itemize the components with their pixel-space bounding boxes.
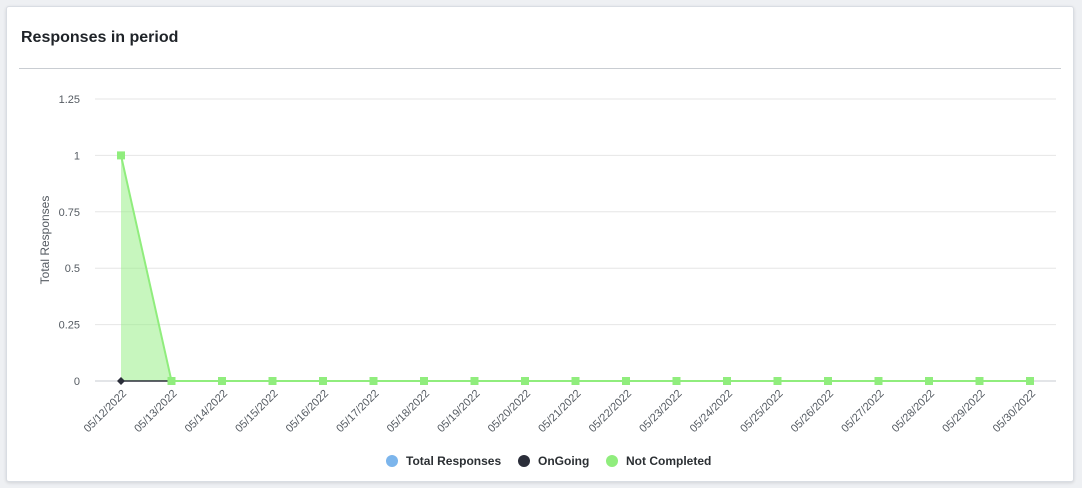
not-completed-point <box>420 377 428 385</box>
y-axis-label: Total Responses <box>38 196 52 285</box>
not-completed-point <box>672 377 681 385</box>
x-tick-label: 05/16/2022 <box>284 388 331 435</box>
legend-label: Not Completed <box>626 454 711 468</box>
not-completed-point <box>470 377 479 385</box>
not-completed-point <box>218 377 226 385</box>
not-completed-point <box>925 377 933 385</box>
x-tick-label: 05/20/2022 <box>486 388 533 435</box>
not-completed-point <box>824 377 832 385</box>
x-axis-ticks: 05/12/2022 05/13/2022 05/14/2022 05/15/2022… <box>82 388 1038 435</box>
card-title: Responses in period <box>21 29 179 46</box>
title-divider <box>19 68 1061 69</box>
not-completed-point <box>167 377 176 385</box>
x-tick-label: 05/25/2022 <box>738 388 785 435</box>
x-tick-label: 05/26/2022 <box>789 388 836 435</box>
x-tick-label: 05/24/2022 <box>688 388 735 435</box>
x-tick-label: 05/27/2022 <box>839 388 886 435</box>
y-tick-label: 1.25 <box>59 94 80 106</box>
not-completed-point <box>622 377 630 385</box>
legend-label: OnGoing <box>538 454 589 468</box>
gridlines <box>95 98 1056 382</box>
legend: Total Responses OnGoing Not Completed <box>386 454 711 468</box>
series-layer <box>117 151 1034 385</box>
legend-marker <box>606 455 618 467</box>
x-tick-label: 05/29/2022 <box>940 388 987 435</box>
not-completed-point <box>773 377 782 385</box>
y-axis-ticks: 1.25 1 0.75 0.5 0.25 0 <box>59 94 80 388</box>
y-tick-label: 0.75 <box>59 207 80 219</box>
not-completed-point <box>723 377 731 385</box>
x-tick-label: 05/19/2022 <box>435 388 482 435</box>
not-completed-point <box>521 377 529 385</box>
x-tick-label: 05/15/2022 <box>233 388 280 435</box>
not-completed-point <box>874 377 883 385</box>
y-tick-label: 0 <box>74 376 80 388</box>
not-completed-point <box>571 377 580 385</box>
x-tick-label: 05/21/2022 <box>536 388 583 435</box>
y-tick-label: 0.5 <box>65 263 80 275</box>
x-tick-label: 05/18/2022 <box>385 388 432 435</box>
legend-label: Total Responses <box>406 454 501 468</box>
not-completed-point <box>1026 377 1034 385</box>
ongoing-point <box>117 377 125 385</box>
x-tick-label: 05/22/2022 <box>587 388 634 435</box>
chart-card: Responses in period <box>6 6 1074 482</box>
not-completed-point <box>117 151 125 160</box>
legend-marker <box>518 455 530 467</box>
not-completed-point <box>268 377 277 385</box>
x-tick-label: 05/12/2022 <box>82 388 129 435</box>
not-completed-point <box>975 377 984 385</box>
y-tick-label: 1 <box>74 150 80 162</box>
not-completed-point <box>319 377 327 385</box>
x-tick-label: 05/14/2022 <box>183 388 230 435</box>
legend-marker <box>386 455 398 467</box>
x-tick-label: 05/23/2022 <box>637 388 684 435</box>
x-tick-label: 05/28/2022 <box>890 388 937 435</box>
y-tick-label: 0.25 <box>59 320 80 332</box>
not-completed-point <box>369 377 378 385</box>
x-tick-label: 05/30/2022 <box>991 388 1038 435</box>
x-tick-label: 05/17/2022 <box>334 388 381 435</box>
x-tick-label: 05/13/2022 <box>132 388 179 435</box>
